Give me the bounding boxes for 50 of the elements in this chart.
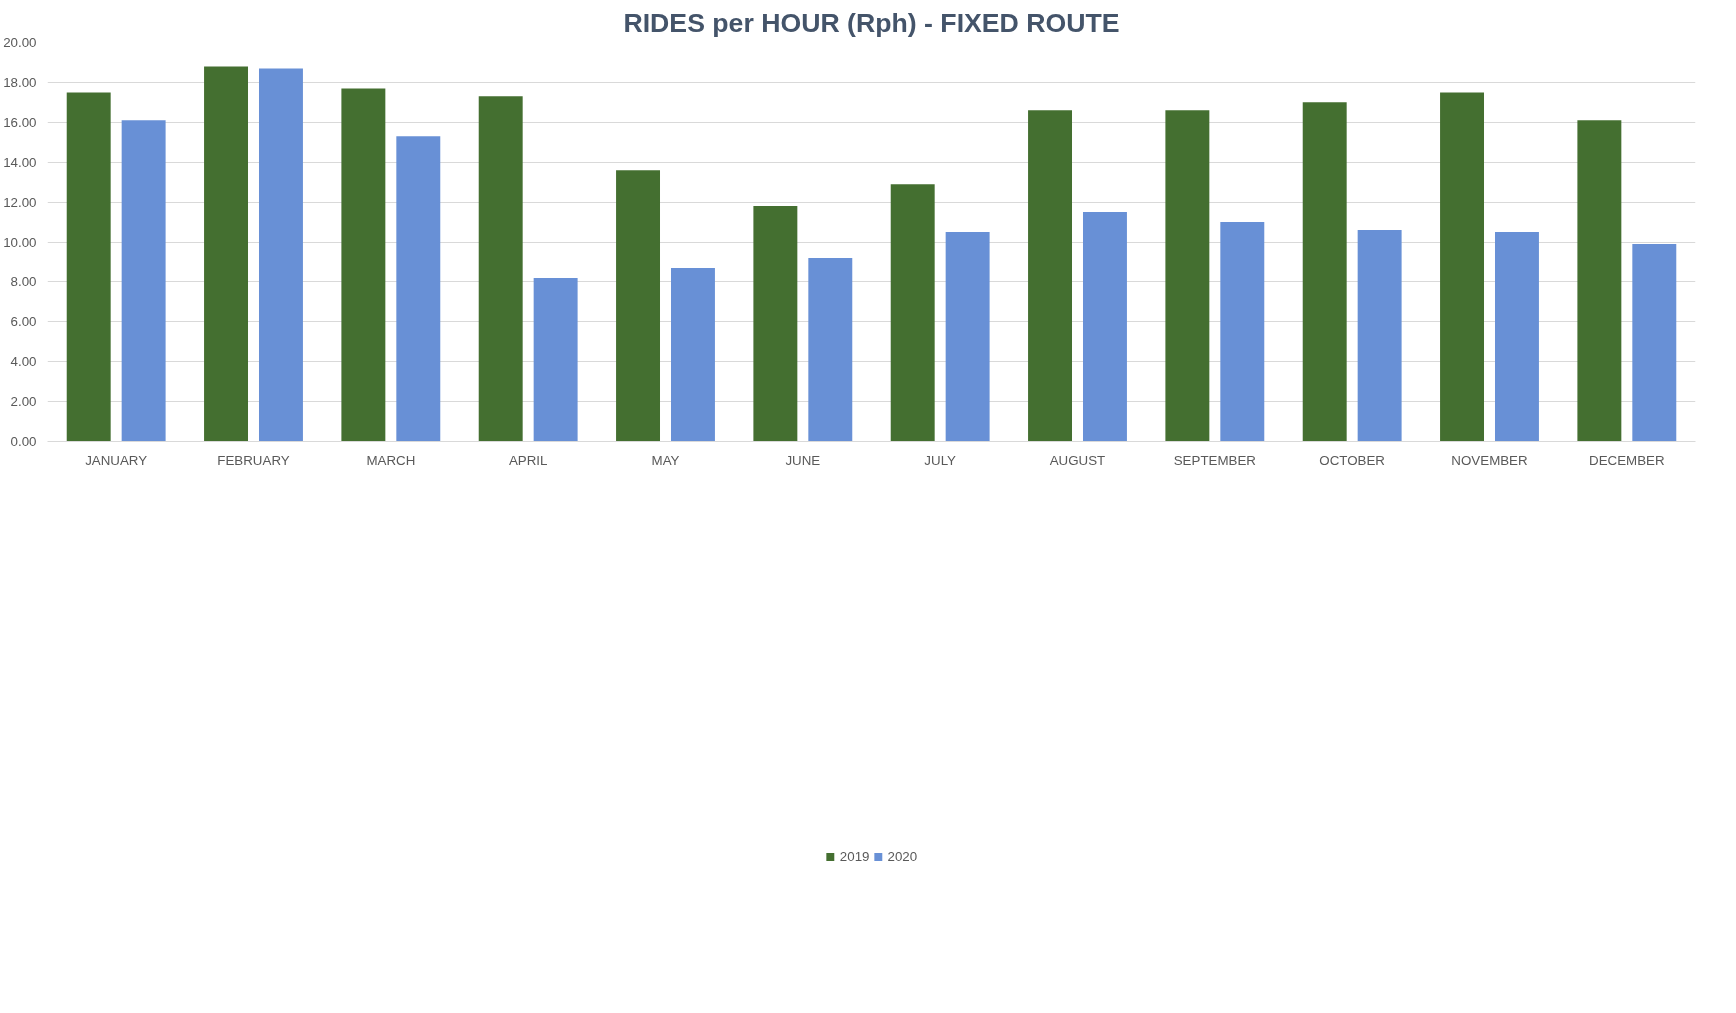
x-tick-label: OCTOBER [1319, 452, 1386, 468]
x-tick-label: MARCH [366, 452, 416, 468]
bar [808, 257, 853, 442]
x-tick-label: NOVEMBER [1451, 452, 1528, 468]
bar [533, 277, 578, 442]
bar [1028, 110, 1073, 442]
y-tick-label: 16.00 [3, 114, 37, 130]
bar [478, 96, 523, 442]
bar [341, 88, 386, 442]
bar [1577, 120, 1622, 442]
chart-title: RIDES per HOUR (Rph) - FIXED ROUTE [623, 7, 1120, 38]
x-tick-label: APRIL [508, 452, 548, 468]
bar [258, 68, 303, 442]
y-tick-label: 0.00 [10, 434, 37, 449]
bar [1632, 243, 1677, 442]
x-tick-label: FEBRUARY [217, 452, 290, 468]
legend-label: 2019 [839, 848, 870, 864]
y-tick-label: 12.00 [3, 194, 37, 210]
bar [616, 170, 661, 442]
bar [396, 136, 441, 442]
y-tick-label: 14.00 [3, 154, 37, 170]
bar [1302, 102, 1347, 442]
bar [1165, 110, 1210, 442]
bar [670, 267, 715, 442]
bar [1494, 232, 1539, 442]
bar [753, 206, 798, 442]
bar [204, 66, 249, 442]
bar [1357, 230, 1402, 442]
bar [890, 184, 935, 442]
y-tick-label: 2.00 [10, 394, 37, 410]
x-tick-label: JULY [924, 452, 957, 468]
x-tick-label: JUNE [785, 452, 821, 468]
bar [945, 232, 990, 442]
y-tick-label: 20.00 [3, 35, 37, 50]
y-tick-label: 4.00 [10, 354, 37, 370]
bar [66, 92, 111, 442]
x-tick-label: DECEMBER [1589, 452, 1665, 468]
x-tick-label: MAY [651, 452, 680, 468]
legend-label: 2020 [887, 848, 918, 864]
bar [121, 120, 166, 442]
x-tick-label: JANUARY [85, 452, 148, 468]
y-tick-label: 6.00 [10, 314, 37, 330]
x-tick-label: SEPTEMBER [1173, 452, 1256, 468]
bar [1440, 92, 1485, 442]
bar [1220, 222, 1265, 442]
y-tick-label: 8.00 [10, 274, 37, 290]
bar [1082, 212, 1127, 442]
x-tick-label: AUGUST [1049, 452, 1106, 468]
y-tick-label: 10.00 [3, 234, 37, 250]
y-tick-label: 18.00 [3, 74, 37, 90]
